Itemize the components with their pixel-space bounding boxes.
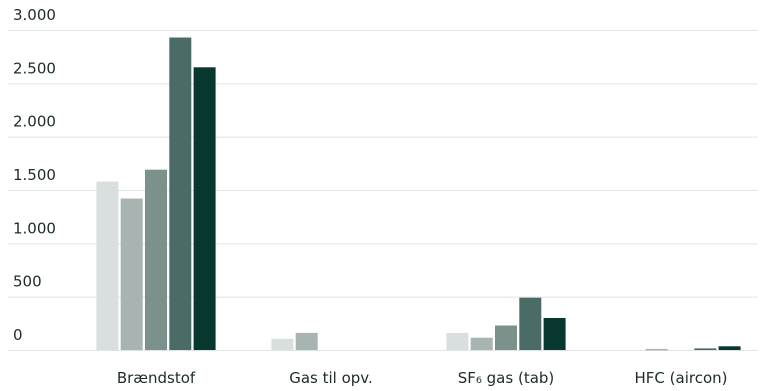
x-category-label: SF₆ gas (tab) [458,369,555,387]
x-axis-categories: Brændstof Gas til opv. SF₆ gas (tab) HFC (a… [117,369,728,387]
bar [271,338,294,350]
bar [645,348,668,351]
y-tick-label: 1.000 [13,219,56,237]
y-tick-label: 0 [13,326,23,344]
x-category-label: Brændstof [117,369,196,387]
y-tick-label: 1.500 [13,166,56,184]
bars [96,37,741,351]
bar [495,325,517,350]
bar [120,198,143,350]
bar [295,332,318,350]
y-tick-label: 3.000 [13,6,56,24]
bar [446,332,469,350]
x-category-label: Gas til opv. [289,369,373,387]
bar [145,169,167,350]
bar [543,318,566,350]
bar [718,346,741,350]
bar [96,181,119,350]
y-tick-label: 2.500 [13,59,56,77]
bar [694,348,717,350]
x-category-label: HFC (aircon) [635,369,728,387]
bar [169,37,192,350]
y-tick-label: 500 [13,273,42,291]
bar [519,297,542,350]
y-tick-label: 2.000 [13,113,56,131]
bar [470,337,493,350]
y-axis-ticks: 0 500 1.000 1.500 2.000 2.500 3.000 [13,6,56,344]
grid-layer [8,30,758,351]
bar [193,67,216,351]
